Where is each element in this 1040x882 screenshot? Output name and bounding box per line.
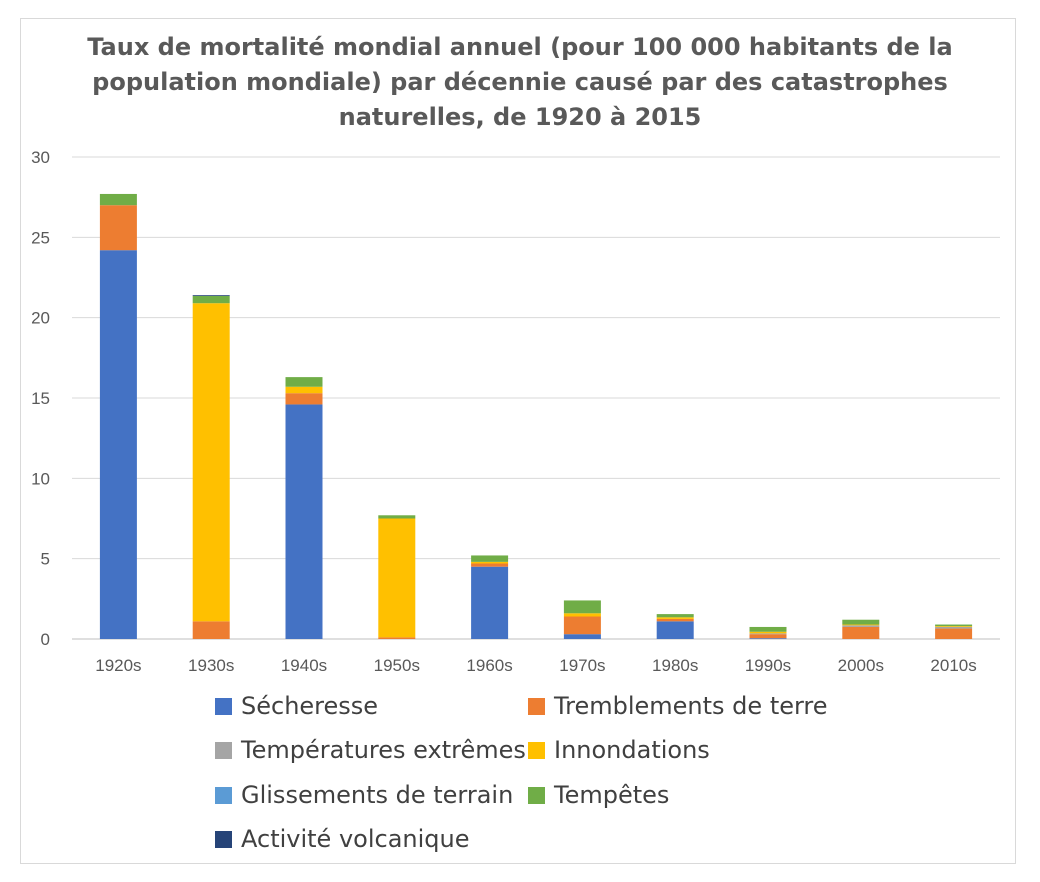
y-tick-label: 10	[31, 469, 50, 488]
bar-segment	[842, 619, 880, 625]
x-tick-label: 2000s	[838, 656, 884, 675]
chart-title-line-1: Taux de mortalité mondial annuel (pour 1…	[87, 33, 953, 61]
bar-segment	[192, 295, 230, 296]
bar-segment	[842, 625, 880, 627]
bar-segment	[285, 386, 323, 394]
x-tick-label: 1950s	[374, 656, 420, 675]
x-tick-label: 1990s	[745, 656, 791, 675]
x-tick-label: 1920s	[95, 656, 141, 675]
bar-segment	[192, 295, 230, 304]
bar-segment	[378, 518, 416, 638]
bar-segment	[935, 626, 973, 627]
x-tick-label: 1970s	[559, 656, 605, 675]
bar-segment	[471, 566, 509, 639]
bar-segment	[749, 626, 787, 632]
x-tick-label: 1930s	[188, 656, 234, 675]
bar-segment	[285, 377, 323, 387]
bar-segment	[656, 617, 694, 619]
bar-segment	[749, 631, 787, 634]
bar-segment	[471, 555, 509, 562]
bar-segment	[935, 628, 973, 639]
bar-segment	[749, 638, 787, 639]
bar-segment	[935, 624, 973, 627]
bar-segment	[749, 634, 787, 639]
bar-segment	[378, 515, 416, 519]
x-tick-label: 1980s	[652, 656, 698, 675]
bar-segment	[99, 250, 137, 640]
bar-segment	[563, 613, 601, 617]
y-tick-label: 30	[31, 148, 50, 167]
bar-segment	[99, 205, 137, 251]
bar-segment	[99, 193, 137, 206]
x-tick-label: 1940s	[281, 656, 327, 675]
bar-segment	[471, 563, 509, 567]
bar-segment	[192, 303, 230, 622]
x-tick-label: 1960s	[466, 656, 512, 675]
bar-segment	[192, 621, 230, 639]
bar-segment	[563, 600, 601, 614]
bar-segment	[285, 404, 323, 639]
y-tick-label: 20	[31, 309, 50, 328]
y-tick-label: 25	[31, 228, 50, 247]
chart-title-line-3: naturelles, de 1920 à 2015	[338, 103, 702, 131]
bar-segment	[842, 626, 880, 639]
bar-segment	[842, 624, 880, 626]
bar-segment	[471, 561, 509, 564]
y-tick-label: 5	[41, 550, 50, 569]
bar-segment	[656, 614, 694, 618]
bar-segment	[563, 634, 601, 639]
x-tick-label: 2010s	[930, 656, 976, 675]
bar-segment	[378, 637, 416, 639]
bar-segment	[935, 626, 973, 629]
bar-segment	[749, 633, 787, 635]
chart-frame	[20, 18, 1016, 864]
bar-segment	[563, 616, 601, 635]
chart-title-line-2: population mondiale) par décennie causé …	[92, 68, 948, 96]
chart-title: Taux de mortalité mondial annuel (pour 1…	[0, 30, 1040, 135]
y-tick-label: 15	[31, 389, 50, 408]
bar-segment	[656, 621, 694, 639]
bar-segment	[285, 393, 323, 405]
y-tick-label: 0	[41, 630, 50, 649]
bar-segment	[656, 618, 694, 622]
